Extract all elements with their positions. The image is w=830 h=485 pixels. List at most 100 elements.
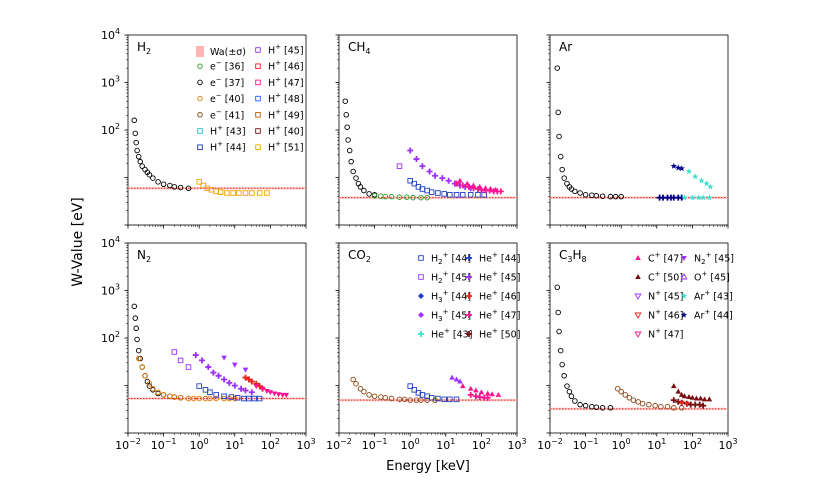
legend-marker: [197, 95, 203, 102]
panel-title: H2: [137, 40, 151, 56]
data-point: [242, 190, 249, 196]
legend-marker: [255, 79, 261, 86]
data-point: [557, 153, 564, 160]
data-point: [190, 395, 197, 402]
data-point: [646, 401, 652, 408]
data-point: [449, 374, 455, 380]
data-point: [155, 389, 161, 395]
data-point: [473, 387, 479, 393]
data-point: [582, 192, 589, 198]
data-point: [700, 402, 707, 409]
legend-label: He+ [45]: [479, 270, 520, 284]
data-point: [457, 378, 463, 384]
data-point: [346, 147, 353, 154]
series-N-47-: [253, 384, 290, 398]
data-point: [410, 194, 416, 201]
data-point: [686, 394, 692, 400]
data-point: [626, 395, 633, 401]
data-point: [135, 355, 142, 362]
data-point: [404, 194, 410, 200]
legend-label: N+ [45]: [648, 289, 684, 303]
data-point: [556, 133, 562, 140]
data-point: [236, 190, 242, 196]
data-point: [185, 185, 192, 192]
data-point: [202, 387, 209, 393]
data-point: [475, 192, 481, 198]
legend-marker: [466, 331, 472, 337]
data-point: [612, 193, 619, 200]
data-point: [470, 182, 477, 188]
x-tick-label: 100: [612, 437, 631, 452]
x-tick-label: 100: [190, 437, 209, 452]
data-point: [639, 400, 646, 407]
data-point: [593, 192, 600, 199]
data-point: [559, 166, 565, 173]
x-tick-label: 10−2: [537, 437, 563, 452]
x-tick-label: 102: [472, 437, 491, 452]
data-point: [249, 190, 255, 196]
legend-label: N+ [47]: [648, 327, 684, 341]
data-point: [382, 395, 389, 401]
legend-label: H+ [43]: [210, 124, 246, 138]
series-Ar-43-: [681, 168, 714, 201]
data-point: [234, 395, 241, 401]
data-point: [407, 177, 413, 184]
data-point: [675, 164, 682, 171]
data-point: [607, 405, 614, 411]
data-point: [554, 65, 561, 71]
data-point: [150, 385, 156, 392]
y-tick-label: 104: [101, 235, 120, 250]
data-point: [150, 175, 156, 181]
series-e-37-: [342, 98, 378, 198]
data-point: [622, 392, 629, 398]
data-point: [353, 380, 359, 387]
data-point: [396, 163, 403, 169]
series-H-44-: [407, 177, 487, 198]
data-point: [232, 362, 238, 368]
data-point: [497, 188, 504, 195]
data-point: [224, 190, 230, 196]
legend-label: C+ [50]: [648, 270, 683, 284]
data-point: [489, 391, 495, 397]
data-point: [135, 347, 142, 354]
data-point: [635, 399, 641, 405]
data-point: [142, 373, 148, 379]
data-point: [652, 402, 658, 409]
data-point: [693, 395, 700, 401]
data-point: [279, 392, 286, 398]
legend-label: N+ [46]: [648, 308, 684, 322]
legend-marker: [418, 331, 424, 337]
legend-label: H2+ [44]: [431, 251, 471, 266]
series-He-44-: [656, 194, 685, 201]
data-point: [137, 158, 143, 165]
data-point: [701, 396, 708, 402]
data-point: [171, 349, 178, 355]
legend-label: H+ [47]: [268, 75, 304, 89]
data-point: [445, 177, 452, 184]
y-axis-label: W-Value [eV]: [70, 197, 86, 287]
data-point: [196, 383, 202, 389]
data-point: [207, 389, 213, 395]
series-H2-45-: [396, 163, 403, 169]
legend-marker: [418, 255, 424, 261]
data-point: [599, 405, 606, 411]
legend-label: Ar+ [43]: [694, 289, 733, 303]
data-point: [407, 383, 413, 389]
data-point: [343, 112, 350, 118]
data-point: [554, 284, 561, 291]
panel-title: CO2: [348, 248, 371, 264]
data-point: [371, 393, 378, 400]
x-tick-label: 10−1: [573, 437, 599, 452]
series-N-45-: [449, 374, 463, 384]
data-point: [271, 391, 278, 397]
legend-label: e− [41]: [210, 108, 244, 122]
y-tick-label: 102: [101, 330, 120, 345]
legend-label: e− [36]: [210, 59, 244, 73]
data-point: [684, 401, 690, 407]
data-point: [248, 389, 255, 396]
data-point: [482, 185, 489, 191]
data-point: [678, 400, 685, 406]
legend-label: He+ [44]: [479, 251, 520, 265]
series-e-37-: [554, 284, 614, 411]
